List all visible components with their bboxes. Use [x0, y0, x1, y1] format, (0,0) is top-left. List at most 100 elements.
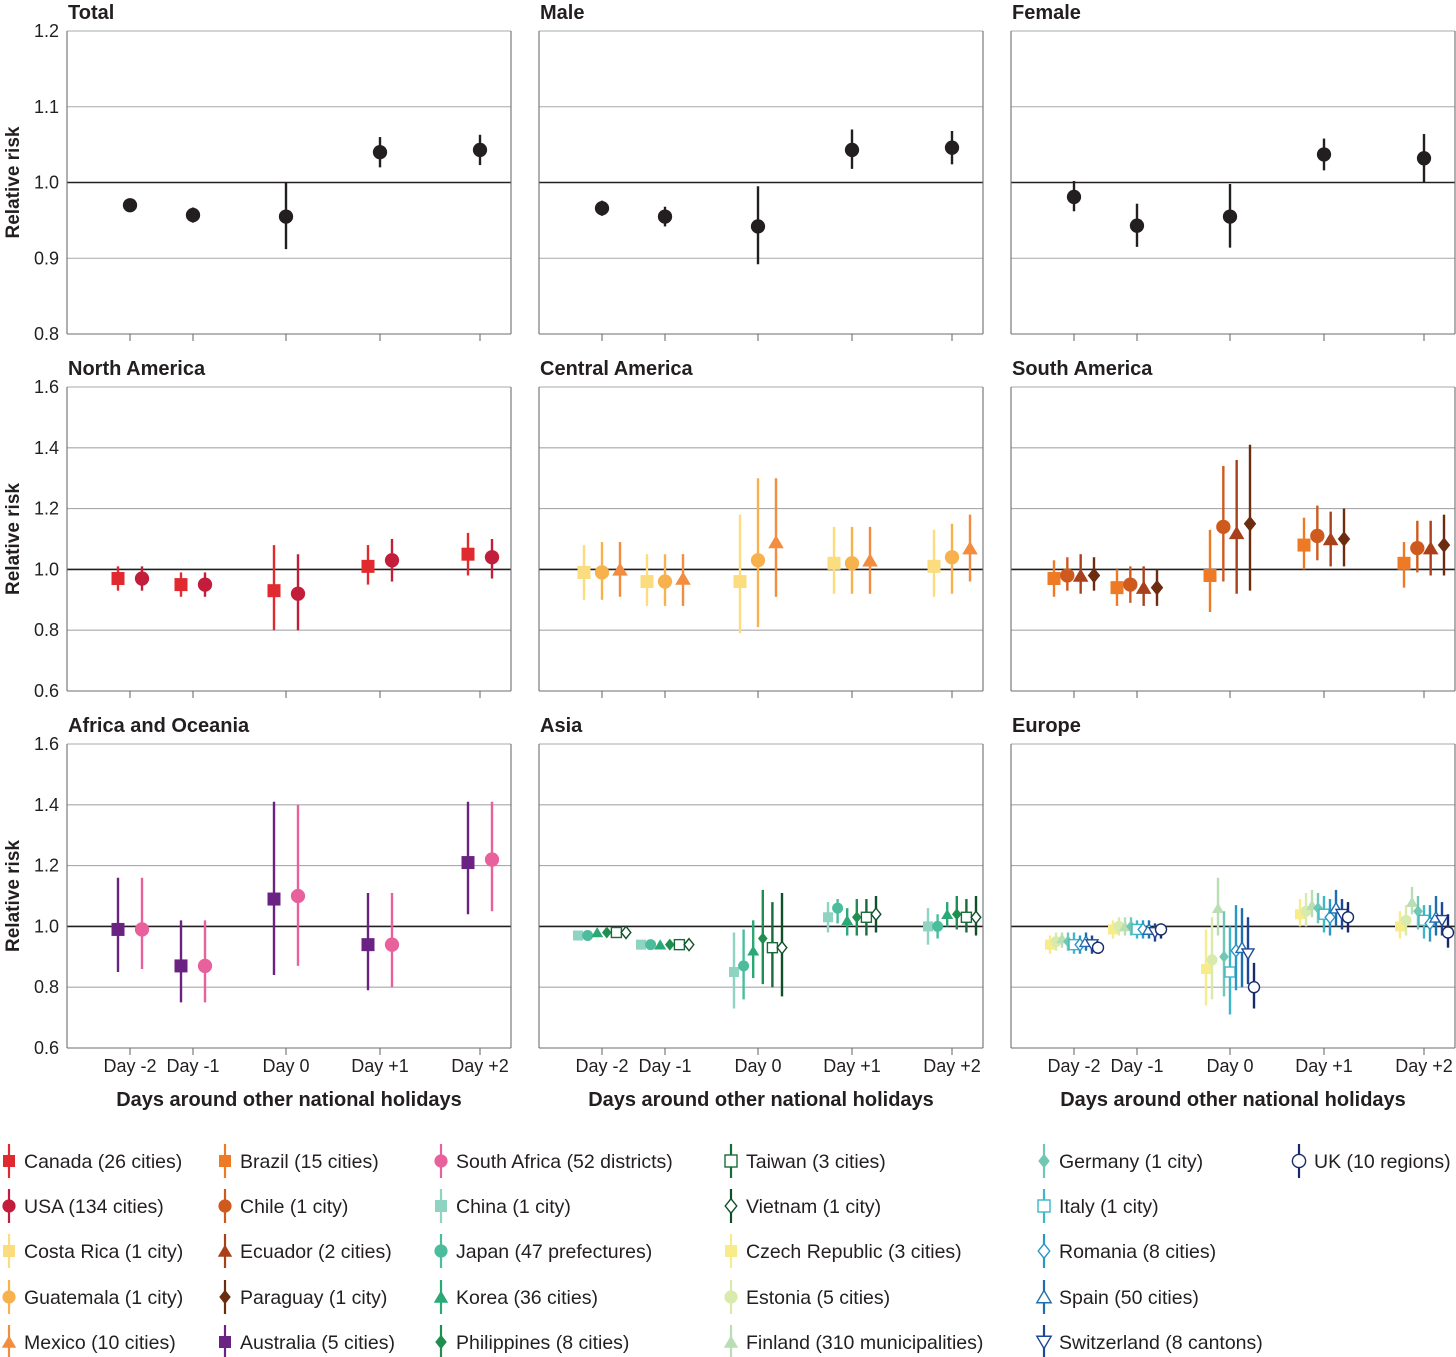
point-marker [1154, 923, 1168, 936]
legend-item-china: China (1 city) [435, 1189, 571, 1223]
point-marker [1201, 963, 1211, 974]
point-marker [640, 575, 654, 589]
point-marker [852, 911, 862, 924]
series-estonia [1050, 892, 1412, 1000]
point-marker [290, 586, 306, 601]
legend-label: Chile (1 city) [240, 1196, 348, 1218]
legend-label: Japan (47 prefectures) [456, 1241, 652, 1263]
point-marker [636, 939, 646, 950]
x-tick-label: Day 0 [1206, 1056, 1253, 1076]
panel-title: South America [1012, 358, 1153, 380]
series-usa [134, 539, 500, 631]
legend-swatch-marker [3, 1245, 15, 1257]
legend-item-korea: Korea (36 cities) [433, 1280, 598, 1314]
point-marker [1397, 556, 1411, 570]
panel-title: Female [1012, 2, 1081, 24]
y-tick-label: 0.8 [34, 324, 59, 344]
legend-label: Ecuador (2 cities) [240, 1241, 392, 1263]
point-marker [384, 937, 400, 952]
point-marker [1060, 568, 1075, 583]
y-axis-label: Relative risk [3, 126, 24, 238]
legend-swatch-marker [219, 1155, 231, 1167]
series-australia [111, 801, 475, 1003]
series-taiwan [610, 899, 973, 988]
legend-label: Brazil (15 cities) [240, 1151, 379, 1173]
legend-item-taiwan: Taiwan (3 cities) [724, 1144, 886, 1178]
point-marker [134, 571, 150, 586]
legend-label: Philippines (8 cities) [456, 1332, 629, 1354]
x-tick-label: Day +1 [351, 1056, 409, 1076]
x-tick-label: Day +2 [1395, 1056, 1453, 1076]
point-marker [484, 852, 500, 867]
panel-asia: Asia Day -2 Day -1 Day 0 Day +1 Day +2 Days ar… [538, 715, 984, 1111]
x-tick-label: Day 0 [262, 1056, 309, 1076]
point-marker [185, 207, 201, 223]
legend-item-czech-republic: Czech Republic (3 cities) [725, 1234, 962, 1268]
legend-item-uk: UK (10 regions) [1291, 1144, 1451, 1178]
point-marker [750, 219, 766, 234]
point-marker [827, 556, 841, 570]
point-marker [197, 958, 213, 974]
legend-item-guatemala: Guatemala (1 city) [2, 1280, 183, 1314]
point-marker [1206, 954, 1218, 966]
panel-europe: Europe Day -2 Day -1 Day 0 Day +1 Day +2 Days … [1010, 715, 1456, 1111]
point-marker [927, 559, 941, 573]
point-marker [111, 572, 125, 586]
point-marker [1203, 568, 1217, 582]
legend-label: USA (134 cities) [24, 1196, 164, 1218]
series-guatemala [594, 478, 960, 628]
legend-swatch-marker [2, 1290, 16, 1304]
point-marker [1066, 189, 1082, 205]
legend-swatch-marker [1291, 1153, 1307, 1169]
legend-swatch-marker [724, 1154, 738, 1168]
y-axis-label: Relative risk [3, 483, 24, 595]
point-marker [1091, 941, 1105, 954]
x-tick-label: Day -1 [1110, 1056, 1163, 1076]
point-marker [1324, 910, 1336, 925]
panel-title: Male [540, 2, 584, 24]
point-marker [610, 926, 623, 939]
y-tick-label: 1.1 [34, 97, 59, 117]
series-total [594, 129, 960, 265]
point-marker [844, 556, 860, 571]
legend-label: Mexico (10 cities) [24, 1332, 176, 1354]
point-marker [1410, 540, 1425, 556]
point-marker [1247, 981, 1261, 994]
legend-label: Estonia (5 cities) [746, 1287, 890, 1309]
legend-item-italy: Italy (1 city) [1037, 1189, 1159, 1223]
point-marker [1395, 921, 1405, 932]
point-marker [832, 902, 844, 914]
point-marker [654, 939, 667, 950]
y-tick-label: 1.0 [34, 916, 59, 936]
point-marker [1087, 567, 1101, 584]
point-marker [278, 209, 294, 224]
legend-item-australia: Australia (5 cities) [219, 1325, 395, 1357]
point-marker [962, 541, 978, 555]
point-marker [1322, 531, 1339, 546]
point-marker [1434, 914, 1450, 928]
point-marker [472, 142, 488, 158]
point-marker [1406, 896, 1418, 907]
legend-swatch-marker [725, 1245, 737, 1257]
series-mexico [612, 478, 978, 606]
point-marker [657, 209, 673, 224]
legend-swatch-marker [219, 1336, 231, 1348]
x-tick-label: Day 0 [734, 1056, 781, 1076]
legend-label: Germany (1 city) [1059, 1151, 1203, 1173]
legend-item-switzerland: Switzerland (8 cantons) [1035, 1325, 1263, 1357]
panel-south-america: South America [1010, 358, 1456, 698]
legend-item-paraguay: Paraguay (1 city) [219, 1280, 387, 1314]
point-marker [461, 856, 475, 870]
y-axis-label: Relative risk [3, 840, 24, 952]
panel-central-america: Central America [538, 358, 984, 698]
legend-swatch-marker [1, 1335, 17, 1348]
x-tick-label: Day +2 [451, 1056, 509, 1076]
point-marker [1212, 902, 1224, 913]
point-marker [1295, 909, 1305, 920]
x-tick-label: Day -1 [638, 1056, 691, 1076]
point-marker [766, 941, 779, 954]
legend-swatch-marker [218, 1199, 232, 1213]
point-marker [384, 553, 400, 568]
legend-item-costa-rica: Costa Rica (1 city) [3, 1234, 183, 1268]
series-japan [582, 899, 944, 1000]
